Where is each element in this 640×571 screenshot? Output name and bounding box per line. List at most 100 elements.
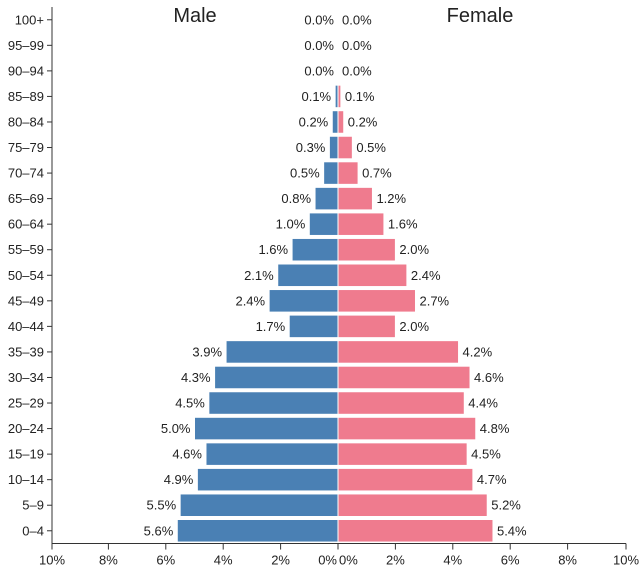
- male-value-label: 5.6%: [144, 523, 174, 538]
- female-value-label: 0.5%: [356, 140, 386, 155]
- male-bar: [208, 391, 339, 415]
- female-value-label: 2.0%: [399, 319, 429, 334]
- age-group-label: 60–64: [8, 217, 44, 232]
- x-tick-label: 4%: [214, 553, 233, 568]
- x-tick-label: 0%: [318, 553, 337, 568]
- male-bar: [176, 519, 339, 543]
- male-value-label: 1.0%: [276, 217, 306, 232]
- female-value-label: 4.6%: [474, 370, 504, 385]
- age-group-label: 90–94: [8, 63, 44, 78]
- female-value-label: 0.2%: [348, 114, 378, 129]
- female-title: Female: [447, 5, 514, 27]
- female-bar: [337, 135, 353, 160]
- female-bar: [337, 519, 494, 543]
- male-value-label: 0.0%: [304, 38, 334, 53]
- age-group-label: 65–69: [8, 191, 44, 206]
- male-value-label: 0.0%: [304, 12, 334, 27]
- x-tick-label: 10%: [39, 553, 65, 568]
- female-bar: [337, 84, 342, 109]
- bars-group: 0.0% 0.0% 0.0% 0.0% 0.0% 0.0% 0.1% 0.1% 0.2% 0.2%…: [144, 12, 527, 543]
- male-value-label: 5.5%: [147, 498, 177, 513]
- female-bar: [337, 263, 408, 288]
- x-tick-label: 8%: [558, 553, 577, 568]
- male-bar: [268, 289, 339, 313]
- age-group-label: 55–59: [8, 242, 44, 257]
- female-bar: [337, 289, 416, 313]
- male-value-label: 4.5%: [175, 396, 205, 411]
- male-bar: [331, 110, 339, 134]
- x-tick-label: 6%: [501, 553, 520, 568]
- male-value-label: 4.6%: [172, 447, 202, 462]
- female-value-label: 0.0%: [342, 63, 372, 78]
- male-value-label: 2.1%: [244, 268, 274, 283]
- male-bar: [277, 263, 339, 288]
- female-value-label: 0.0%: [342, 12, 372, 27]
- male-bar: [314, 186, 339, 211]
- male-title: Male: [173, 5, 216, 27]
- female-value-label: 5.4%: [497, 523, 527, 538]
- female-bar: [337, 186, 373, 211]
- male-value-label: 3.9%: [192, 344, 222, 359]
- female-bar: [337, 467, 474, 492]
- female-value-label: 2.4%: [411, 268, 441, 283]
- female-bar: [337, 442, 468, 466]
- male-value-label: 0.3%: [296, 140, 326, 155]
- male-bar: [308, 212, 339, 236]
- x-tick-label: 6%: [156, 553, 175, 568]
- age-group-label: 30–34: [8, 370, 44, 385]
- male-bar: [205, 442, 339, 466]
- female-bar: [337, 340, 460, 364]
- age-group-label: 80–84: [8, 114, 44, 129]
- age-group-label: 35–39: [8, 344, 44, 359]
- male-bar: [328, 135, 339, 160]
- female-value-label: 0.1%: [345, 89, 375, 104]
- x-tick-label: 2%: [271, 553, 290, 568]
- male-value-label: 0.1%: [301, 89, 331, 104]
- female-value-label: 5.2%: [491, 498, 521, 513]
- female-bar: [337, 161, 359, 185]
- male-bar: [323, 161, 339, 185]
- female-value-label: 0.0%: [342, 38, 372, 53]
- age-group-label: 15–19: [8, 447, 44, 462]
- female-value-label: 1.6%: [388, 217, 418, 232]
- age-group-label: 40–44: [8, 319, 44, 334]
- male-value-label: 1.7%: [256, 319, 286, 334]
- age-group-label: 75–79: [8, 140, 44, 155]
- female-bar: [337, 416, 477, 441]
- male-value-label: 5.0%: [161, 421, 191, 436]
- female-bar: [337, 212, 385, 236]
- male-bar: [291, 237, 339, 262]
- female-value-label: 2.7%: [419, 293, 449, 308]
- male-value-label: 2.4%: [235, 293, 265, 308]
- female-bar: [337, 365, 471, 390]
- x-tick-label: 8%: [99, 553, 118, 568]
- male-value-label: 1.6%: [258, 242, 288, 257]
- age-group-label: 25–29: [8, 396, 44, 411]
- male-value-label: 4.3%: [181, 370, 211, 385]
- female-value-label: 4.7%: [477, 472, 507, 487]
- age-group-label: 20–24: [8, 421, 44, 436]
- female-bar: [337, 493, 488, 518]
- age-group-label: 50–54: [8, 268, 44, 283]
- male-value-label: 0.0%: [304, 63, 334, 78]
- age-group-label: 0–4: [22, 523, 44, 538]
- male-value-label: 0.5%: [290, 166, 320, 181]
- female-bar: [337, 391, 465, 415]
- male-bar: [225, 340, 339, 364]
- female-bar: [337, 110, 345, 134]
- age-group-label: 10–14: [8, 472, 44, 487]
- female-bar: [337, 237, 396, 262]
- male-bar: [288, 314, 339, 339]
- x-tick-label: 2%: [386, 553, 405, 568]
- age-group-label: 85–89: [8, 89, 44, 104]
- female-value-label: 0.7%: [362, 166, 392, 181]
- male-value-label: 4.9%: [164, 472, 194, 487]
- x-tick-label: 4%: [443, 553, 462, 568]
- female-bar: [337, 314, 396, 339]
- female-value-label: 4.5%: [471, 447, 501, 462]
- male-value-label: 0.2%: [299, 114, 329, 129]
- age-group-label: 5–9: [22, 498, 44, 513]
- male-value-label: 0.8%: [281, 191, 311, 206]
- male-bar: [214, 365, 339, 390]
